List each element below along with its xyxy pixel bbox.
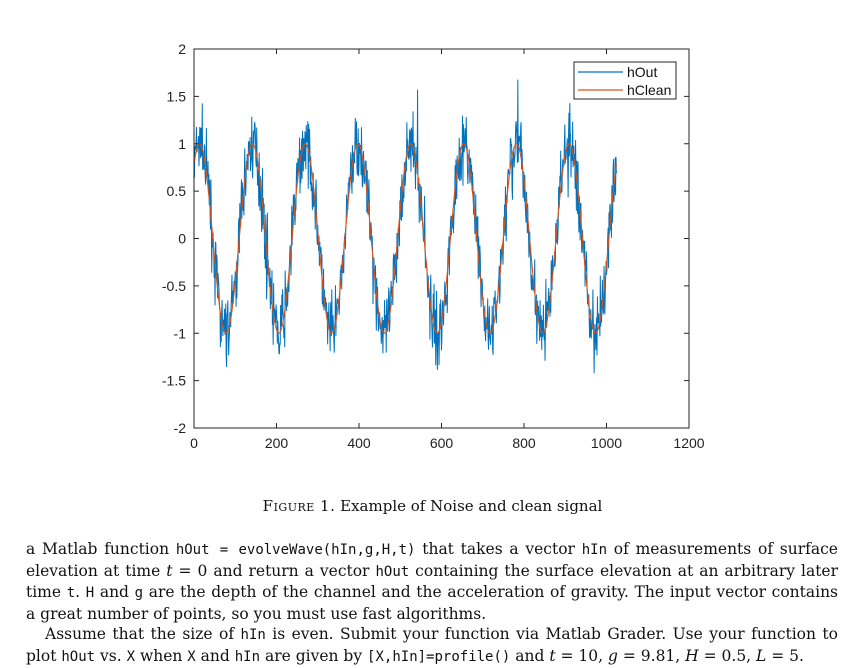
y-tick-label: 1.5 (167, 88, 187, 104)
legend: hOut hClean (573, 61, 677, 100)
y-tick-label: -2 (174, 420, 187, 436)
p1-c6: g (134, 585, 144, 602)
x-tick-label: 400 (347, 435, 371, 451)
y-tick-label: -1.5 (162, 373, 186, 389)
y-tick-label: 0 (178, 231, 186, 247)
figure-caption: Figure 1. Example of Noise and clean sig… (0, 497, 865, 515)
p2-t6: are given by (260, 646, 368, 665)
p2-m1: t (549, 646, 556, 665)
body-text: a Matlab function hOut = evolveWave(hIn,… (26, 539, 838, 668)
p2-c5: hIn (234, 648, 261, 665)
series-line-hout (193, 79, 617, 374)
p2-m3: H (685, 646, 699, 665)
x-tick-label: 0 (190, 435, 198, 451)
p1-c4: t (66, 585, 76, 602)
p2-t5: and (195, 646, 235, 665)
x-tick-label: 1000 (591, 435, 622, 451)
p2-t4: when (135, 646, 188, 665)
p2-t10: = 0.5, (698, 646, 757, 665)
legend-label-hout: hOut (627, 64, 657, 80)
p1-t4: = 0 and return a vector (172, 561, 376, 580)
p2-t8: = 10, (555, 646, 608, 665)
p2-c2: hOut (61, 648, 96, 665)
y-tick-label: -1 (174, 325, 187, 341)
p1-t8: are the depth of the channel and the acc… (26, 583, 839, 623)
x-tick-label: 600 (430, 435, 454, 451)
p1-t2: that takes a vector (415, 540, 582, 558)
p2-t9: = 9.81, (617, 646, 686, 665)
p2-m4: L (756, 646, 767, 665)
p1-t6: . (75, 583, 86, 602)
figure-caption-label: Figure 1. (262, 497, 336, 515)
figure-caption-text: Example of Noise and clean signal (340, 497, 603, 515)
p1-m1: t (166, 561, 173, 580)
p1-c3: hOut (375, 563, 410, 580)
paragraph-2: Assume that the size of hIn is even. Sub… (26, 624, 838, 667)
p2-t1: Assume that the size of (45, 625, 241, 644)
p1-c1: hOut = evolveWave(hIn,g,H,t) (175, 542, 416, 558)
p1-c5: H (85, 585, 95, 602)
p2-t11: = 5. (766, 646, 804, 665)
p2-t3: vs. (95, 646, 127, 665)
p1-c2: hIn (581, 542, 608, 558)
legend-label-hclean: hClean (627, 82, 671, 98)
p2-t7: and (510, 646, 550, 665)
wave-chart: 0 200 400 600 800 1000 1200 2 1.5 1 0.5 0 -0.5 -1 -1.… (162, 41, 705, 451)
paragraph-1: a Matlab function hOut = evolveWave(hIn,… (26, 539, 838, 624)
legend-box (573, 61, 677, 100)
plot-frame (193, 48, 690, 429)
p2-c4: X (187, 648, 196, 665)
series-line-hclean (193, 143, 617, 334)
y-tick-label: -0.5 (162, 278, 186, 294)
x-tick-label: 800 (512, 435, 536, 451)
y-tick-label: 2 (178, 41, 186, 57)
p2-t2: is even. Submit your function via Matlab… (26, 625, 838, 665)
x-tick-label: 1200 (673, 435, 704, 451)
p1-t7: and (94, 583, 135, 602)
p2-m2: g (608, 646, 618, 665)
y-tick-label: 0.5 (167, 183, 187, 199)
x-tick-label: 200 (265, 435, 289, 451)
p2-c3: X (126, 648, 136, 665)
p2-c6: [X,hIn]=profile() (367, 648, 511, 665)
y-tick-label: 1 (178, 136, 186, 152)
p1-t5: containing the surface elevation at an a… (26, 561, 839, 602)
p1-t1: a Matlab function (26, 540, 176, 558)
p1-t3: of measurements of surface elevation at … (26, 540, 838, 580)
p2-c1: hIn (240, 627, 266, 644)
